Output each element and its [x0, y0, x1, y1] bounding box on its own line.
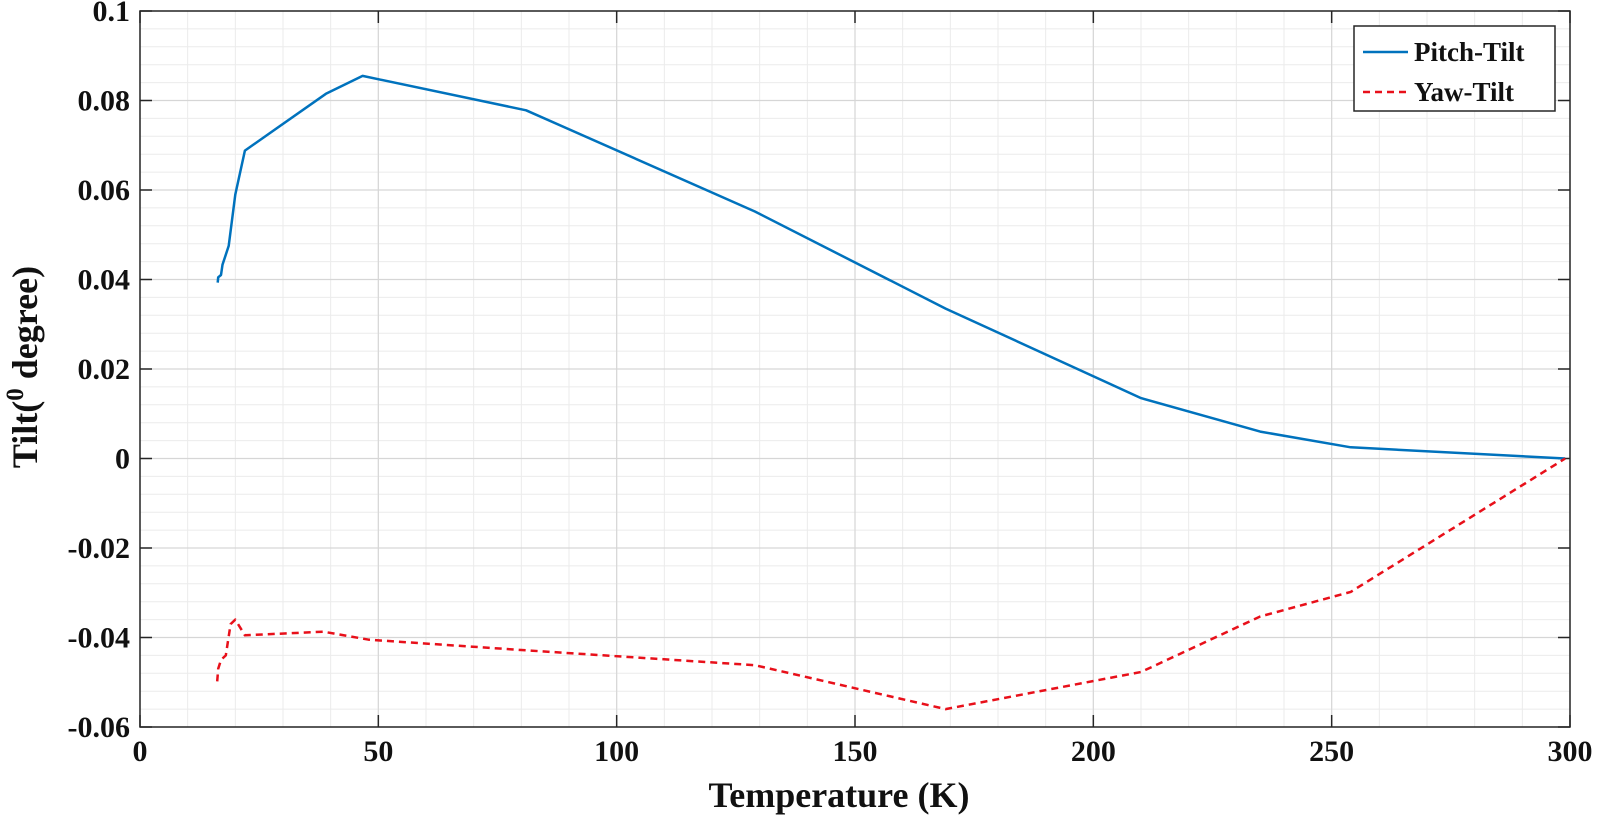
y-tick-label: 0.06	[78, 174, 131, 207]
series-line-yaw-tilt	[215, 457, 1566, 711]
axis-ticks	[139, 10, 1571, 728]
legend-label-pitch-tilt: Pitch-Tilt	[1414, 37, 1525, 67]
x-axis-title: Temperature (K)	[709, 775, 970, 815]
y-tick-label: 0	[115, 443, 130, 476]
y-axis-title-prefix: Tilt(	[5, 401, 45, 468]
legend: Pitch-Tilt Yaw-Tilt	[1353, 25, 1556, 112]
y-axis-title-superscript: 0	[2, 388, 29, 401]
y-tick-label: 0.1	[93, 0, 131, 28]
x-tick-label: 0	[133, 735, 148, 768]
y-axis-title-suffix: degree)	[5, 266, 45, 388]
series-layer	[215, 74, 1566, 711]
y-axis-tick-labels: -0.06 -0.04 -0.02 0 0.02 0.04 0.06 0.08 0.1	[68, 0, 131, 744]
x-axis-tick-labels: 0 50 100 150 200 250 300	[133, 735, 1593, 768]
y-tick-label: 0.02	[78, 353, 131, 386]
legend-label-yaw-tilt: Yaw-Tilt	[1414, 77, 1514, 107]
y-tick-label: -0.04	[68, 622, 131, 655]
legend-box	[1353, 25, 1556, 112]
x-tick-label: 200	[1071, 735, 1116, 768]
y-tick-label: 0.04	[78, 264, 131, 297]
x-tick-label: 250	[1309, 735, 1354, 768]
x-tick-label: 100	[594, 735, 639, 768]
series-line-pitch-tilt	[216, 74, 1566, 460]
x-tick-label: 50	[363, 735, 393, 768]
y-tick-label: 0.08	[78, 85, 131, 118]
x-tick-label: 150	[833, 735, 878, 768]
y-axis-title: Tilt(0 degree)	[2, 266, 45, 468]
y-tick-label: -0.02	[68, 532, 131, 565]
y-tick-label: -0.06	[68, 711, 131, 744]
x-tick-label: 300	[1548, 735, 1593, 768]
